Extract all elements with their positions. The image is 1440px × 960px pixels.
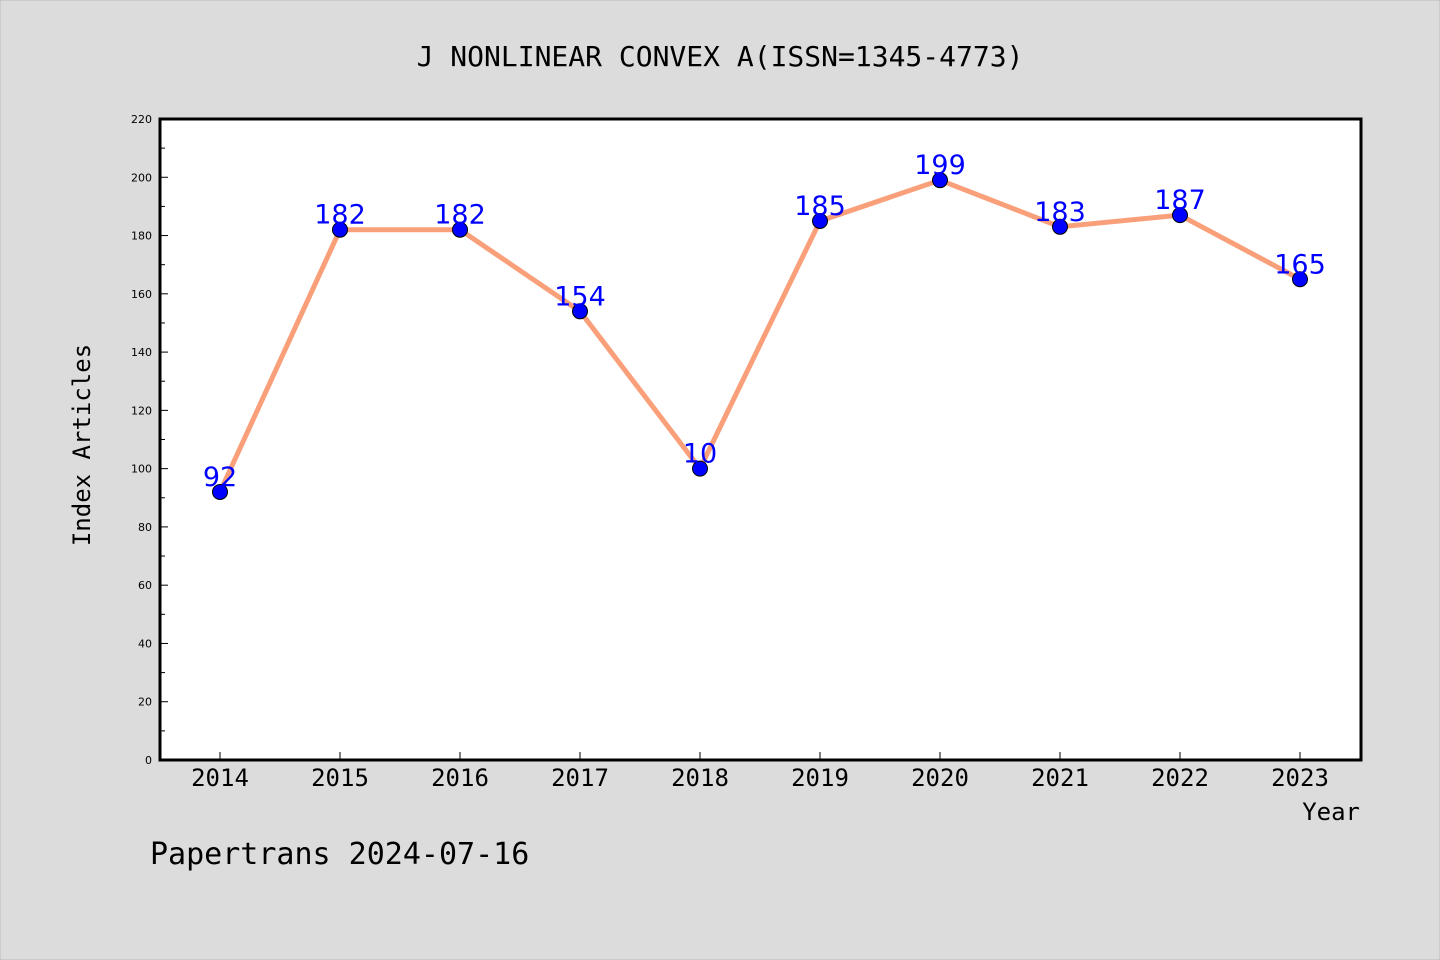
x-axis-ticks: 2014 2015 2016 2017 2018 2019 2020 2021 2022 2023 (191, 752, 1329, 792)
x-tick-label: 2021 (1031, 764, 1089, 792)
data-point (1292, 271, 1308, 288)
y-tick-label: 0 (145, 754, 152, 767)
x-tick-label: 2018 (671, 764, 729, 792)
x-tick-label: 2017 (551, 764, 609, 792)
x-tick-label: 2019 (791, 764, 849, 792)
y-tick-label: 60 (138, 579, 152, 592)
data-label: 199 (914, 150, 966, 181)
data-point (932, 172, 948, 189)
y-tick-label: 140 (131, 346, 152, 359)
y-tick-label: 20 (138, 696, 152, 709)
data-label: 183 (1034, 197, 1086, 228)
x-tick-label: 2015 (311, 764, 369, 792)
data-label: 92 (203, 462, 237, 493)
y-axis-label: Index Articles (68, 344, 96, 546)
y-axis-ticks: 0 20 40 60 80 100 120 140 160 180 200 220 (131, 113, 168, 767)
footer-credit: Papertrans 2024-07-16 (150, 837, 529, 872)
y-tick-label: 40 (138, 637, 152, 650)
data-point (692, 460, 708, 477)
y-tick-label: 100 (131, 463, 152, 476)
data-label: 182 (314, 200, 366, 231)
y-tick-label: 200 (131, 171, 152, 184)
x-axis-label: Year (1302, 798, 1360, 826)
data-markers (212, 172, 1308, 500)
data-point (812, 212, 828, 229)
x-tick-label: 2022 (1151, 764, 1209, 792)
data-label: 165 (1274, 249, 1326, 280)
data-label: 185 (794, 191, 846, 222)
y-tick-label: 180 (131, 230, 152, 243)
x-tick-label: 2014 (191, 764, 249, 792)
y-tick-label: 220 (131, 113, 152, 126)
x-tick-label: 2016 (431, 764, 489, 792)
x-tick-label: 2020 (911, 764, 969, 792)
data-point (1052, 218, 1068, 235)
data-point (212, 483, 228, 500)
chart-title: J NONLINEAR CONVEX A(ISSN=1345-4773) (417, 40, 1024, 73)
data-label: 187 (1154, 185, 1206, 216)
data-label: 182 (434, 200, 486, 231)
data-point (1172, 207, 1188, 224)
y-tick-label: 160 (131, 288, 152, 301)
y-tick-label: 80 (138, 521, 152, 534)
data-label: 10 (683, 439, 717, 470)
data-label: 154 (554, 281, 606, 312)
data-point (452, 221, 468, 238)
x-tick-label: 2023 (1271, 764, 1329, 792)
series-line (217, 177, 1303, 495)
y-tick-label: 120 (131, 404, 152, 417)
data-labels: 92 182 182 154 10 185 199 183 187 165 (203, 150, 1326, 493)
plot-area (158, 117, 1363, 762)
data-point (572, 303, 588, 320)
data-point (332, 221, 348, 238)
